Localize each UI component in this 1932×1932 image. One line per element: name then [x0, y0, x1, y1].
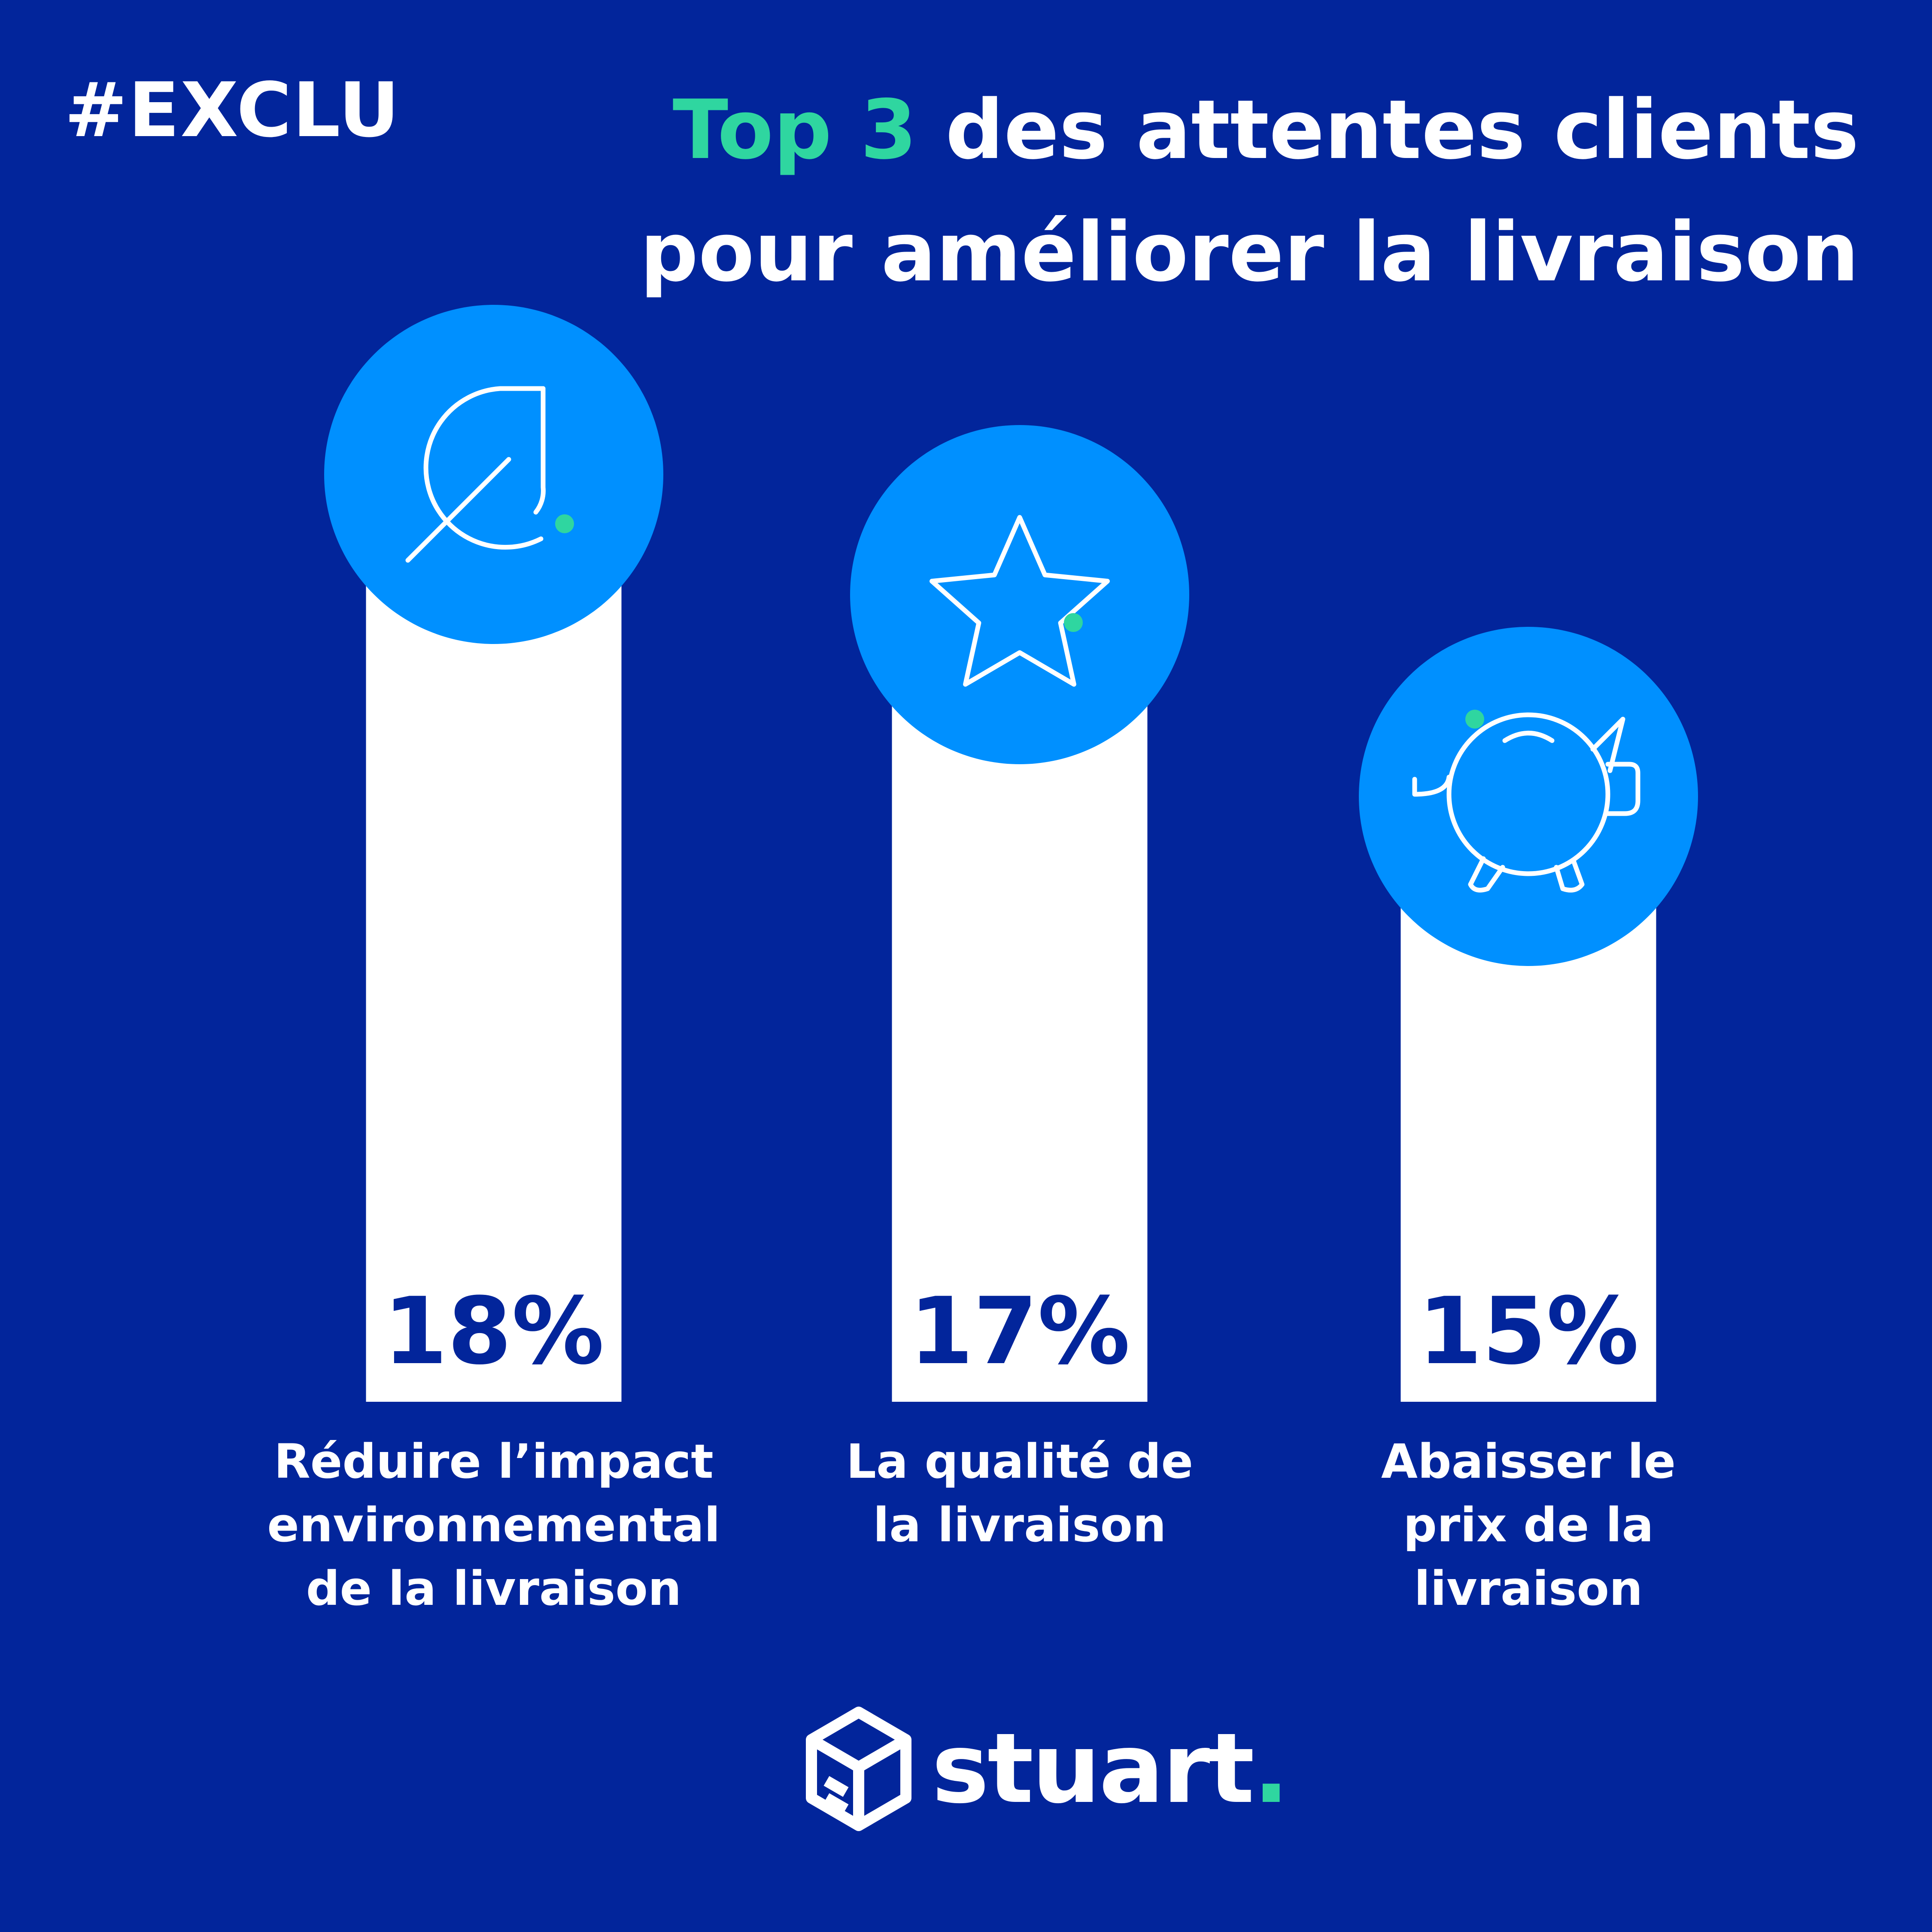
- bar-value-label: 18%: [383, 1277, 605, 1385]
- stuart-logo: stuart.: [803, 1704, 1290, 1833]
- piggy-leg: [1554, 858, 1585, 893]
- piggy-leg: [1468, 856, 1505, 893]
- title-line-1: Top 3 des attentes clients: [640, 69, 1859, 191]
- leaf-edge: [533, 386, 546, 515]
- accent-dot: [1064, 613, 1083, 632]
- category-label-line: Abaisser le: [1381, 1434, 1676, 1489]
- piggy-tail: [1412, 775, 1452, 797]
- piggy-bank-icon: [1412, 712, 1640, 893]
- chart-title: Top 3 des attentes clients pour améliore…: [640, 69, 1859, 313]
- star-icon: [930, 515, 1110, 687]
- category-label-line: la livraison: [873, 1498, 1166, 1552]
- title-line-2: pour améliorer la livraison: [640, 205, 1859, 300]
- category-label-line: environnemental: [267, 1498, 720, 1552]
- category-label: Réduire l’impact environnemental de la liv…: [258, 1430, 730, 1620]
- category-label-line: prix de la: [1403, 1498, 1654, 1552]
- stuart-logo-icon: [806, 1707, 911, 1831]
- logo-word: stuart: [932, 1712, 1255, 1825]
- category-label: La qualité de la livraison: [784, 1430, 1256, 1557]
- bar-icon-circle: [1359, 627, 1698, 966]
- category-label-line: La qualité de: [846, 1434, 1194, 1489]
- piggy-ear: [1590, 717, 1625, 773]
- bar-group: 18%: [324, 305, 663, 1402]
- title-highlight: Top 3: [672, 82, 917, 177]
- bar-icon-circle: [850, 425, 1189, 764]
- category-label: Abaisser le prix de la livraison: [1292, 1430, 1765, 1620]
- bar-group: 15%: [1359, 627, 1698, 1402]
- accent-dot: [555, 514, 574, 533]
- logo-wordmark: stuart.: [932, 1720, 1290, 1817]
- accent-dot: [1465, 710, 1484, 729]
- bar-value-label: 15%: [1418, 1277, 1639, 1385]
- category-label-line: Réduire l’impact: [274, 1434, 714, 1489]
- hashtag: #EXCLU: [64, 67, 401, 154]
- leaf-icon: [405, 386, 546, 563]
- leaf-vein: [405, 457, 511, 563]
- piggy-body: [1446, 712, 1610, 876]
- category-label-line: de la livraison: [306, 1561, 682, 1616]
- bar-value-label: 17%: [909, 1277, 1130, 1385]
- category-label-line: livraison: [1414, 1561, 1643, 1616]
- star-outline: [930, 515, 1110, 687]
- piggy-slot: [1502, 731, 1555, 743]
- bar-group: 17%: [850, 425, 1189, 1402]
- logo-dot: .: [1253, 1712, 1290, 1825]
- title-line-1-rest: des attentes clients: [917, 82, 1859, 177]
- leaf-outline: [423, 386, 546, 550]
- piggy-snout: [1603, 762, 1640, 816]
